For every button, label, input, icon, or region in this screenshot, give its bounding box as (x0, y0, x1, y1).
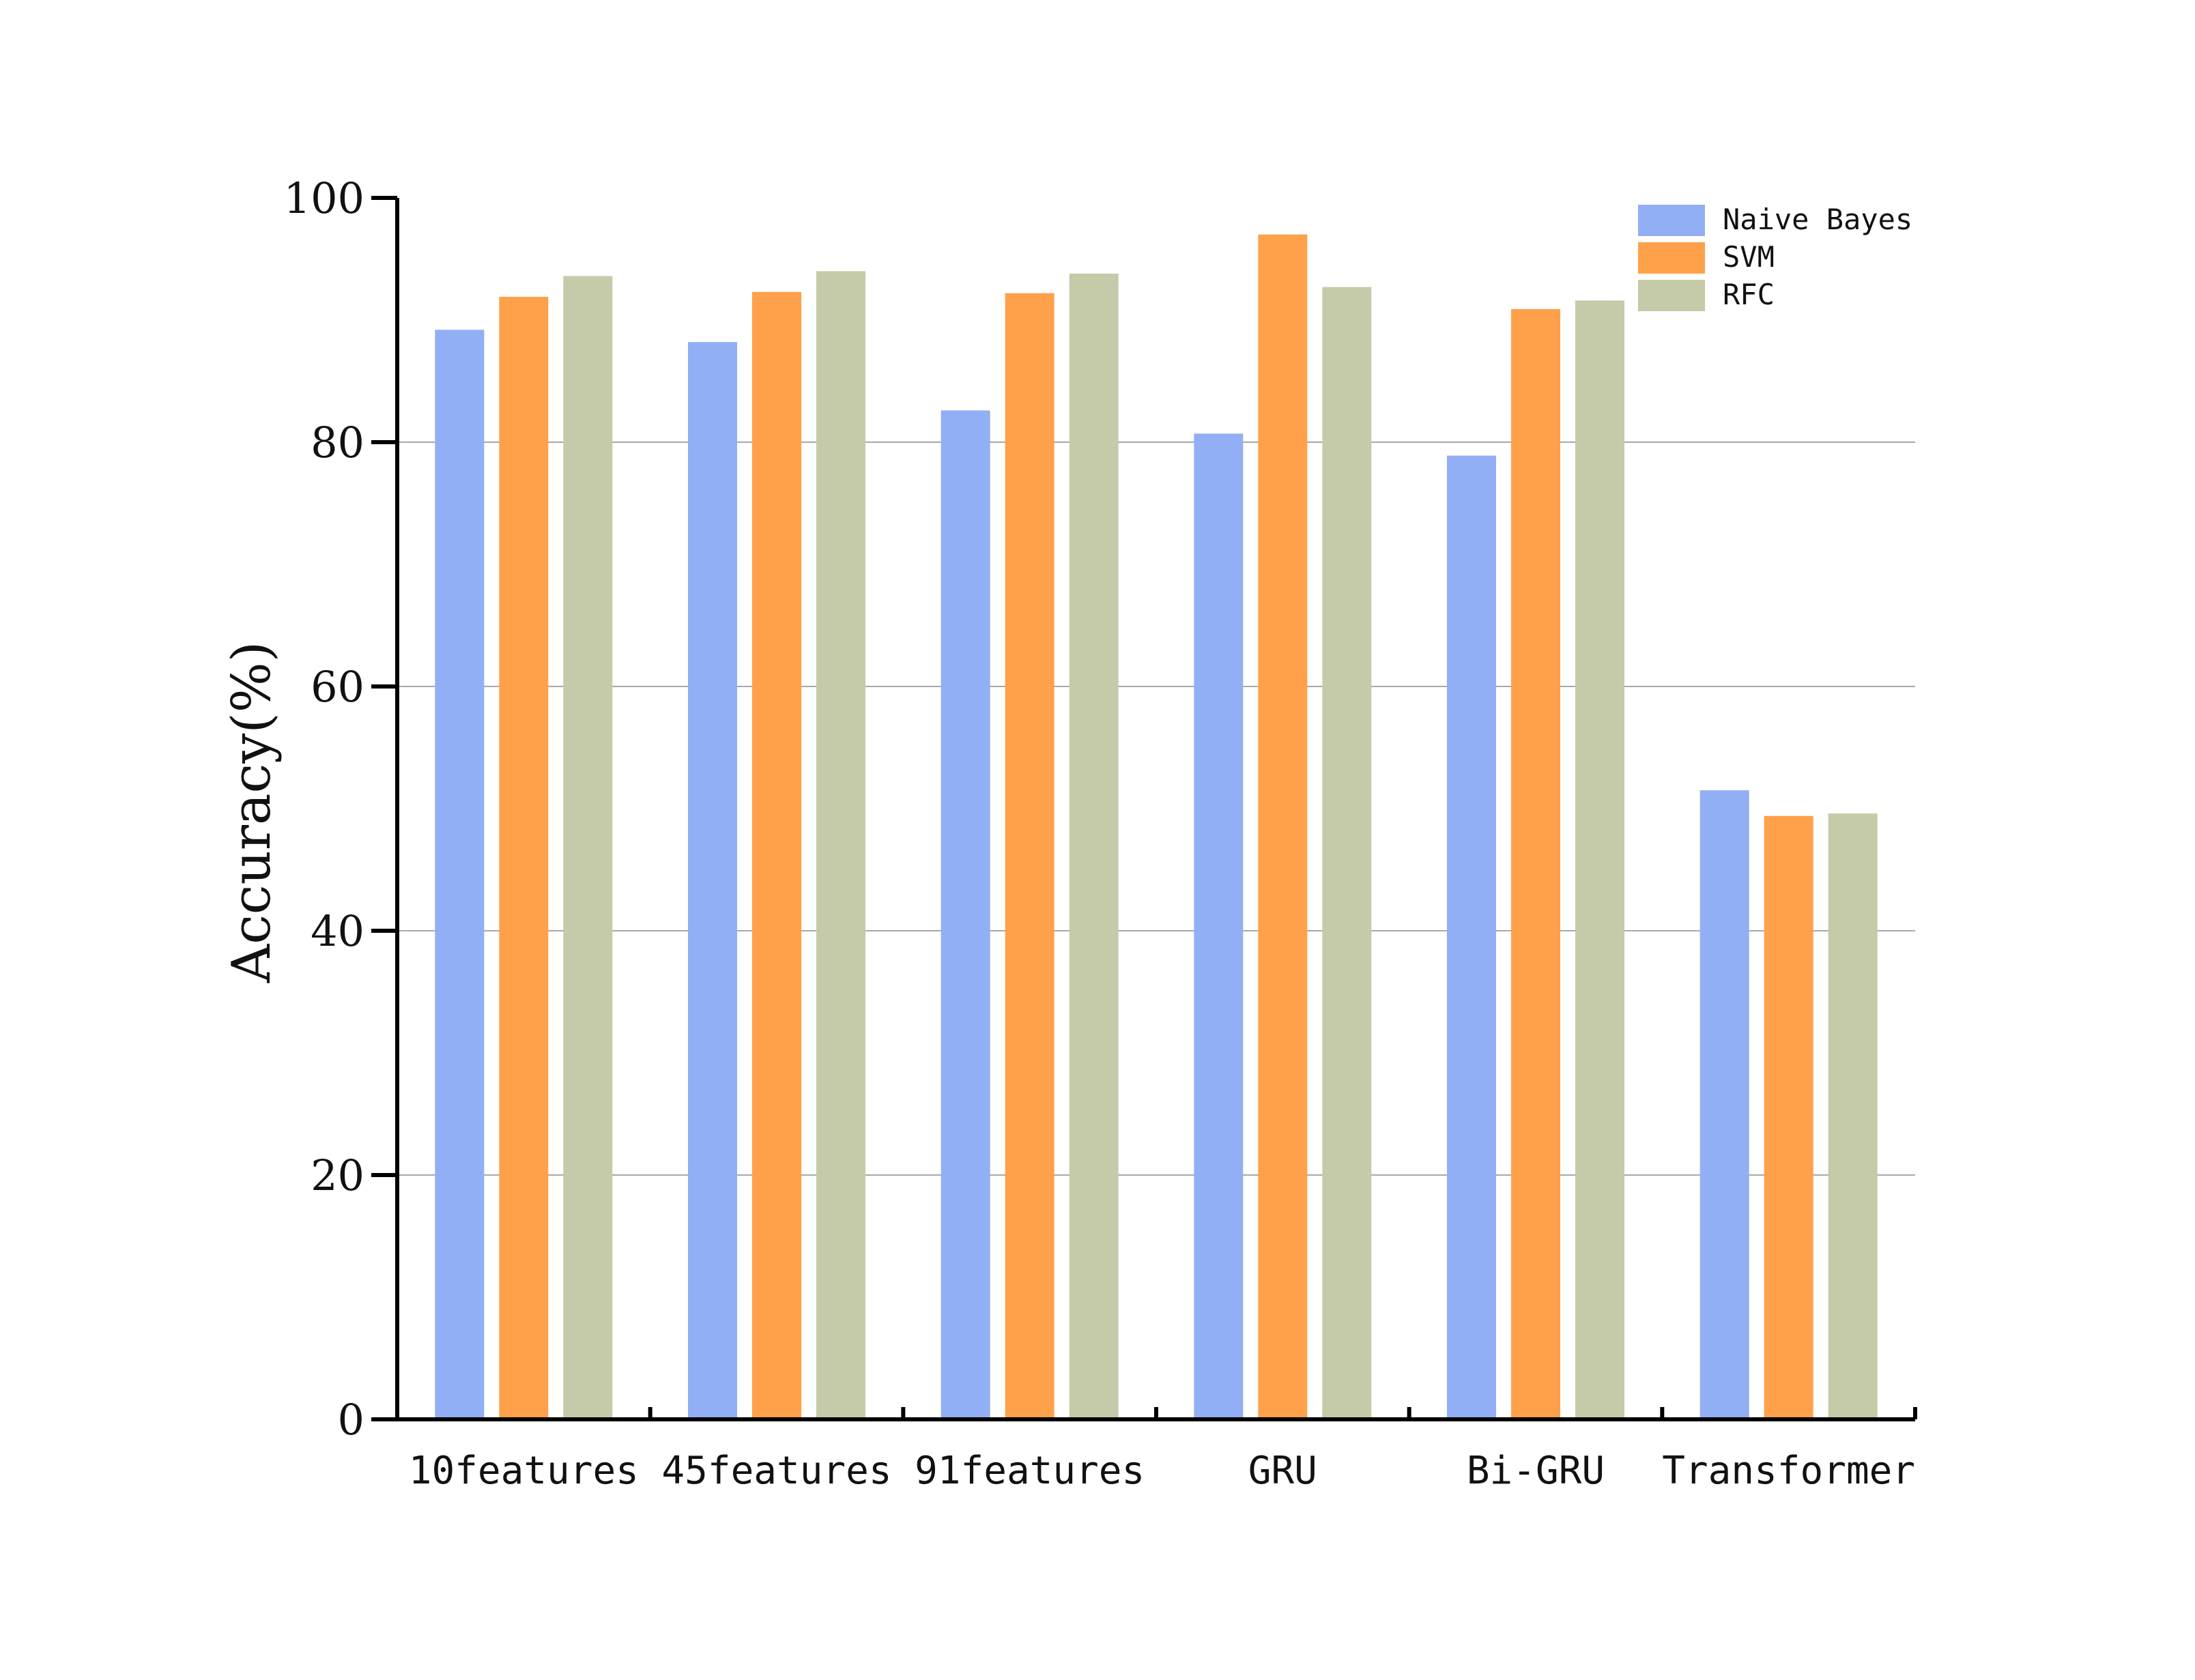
bar-naive-bayes-10features (435, 330, 485, 1419)
bar-svm-10features (499, 296, 549, 1419)
bar-naive-bayes-bi-gru (1447, 455, 1496, 1420)
bar-rfc-gru (1322, 287, 1372, 1419)
bar-svm-gru (1258, 234, 1308, 1420)
bar-rfc-transformer (1828, 813, 1878, 1419)
bar-svm-bi-gru (1511, 308, 1560, 1419)
bar-naive-bayes-91features (941, 410, 990, 1420)
bar-naive-bayes-gru (1194, 433, 1244, 1419)
y-tick-label-80: 80 (311, 418, 364, 467)
x-tick-label-gru: GRU (1248, 1449, 1317, 1493)
bar-rfc-10features (563, 276, 613, 1419)
y-tick-label-60: 60 (311, 662, 364, 712)
bar-svm-transformer (1764, 815, 1813, 1419)
x-tick-label-45features: 45features (661, 1449, 891, 1493)
y-tick-labels: 0 20 40 60 80 100 (284, 173, 364, 1445)
legend-label-rfc: RFC (1723, 278, 1775, 311)
axes (371, 196, 1917, 1421)
bar-naive-bayes-transformer (1699, 790, 1749, 1419)
gridlines (397, 441, 1915, 1176)
y-tick-label-0: 0 (338, 1395, 364, 1445)
y-axis-label: Accuracy(%) (221, 641, 283, 983)
x-tick-label-91features: 91features (915, 1449, 1145, 1493)
legend-swatch-rfc (1638, 280, 1705, 311)
bar-svm-45features (752, 291, 801, 1420)
legend-label-svm: SVM (1723, 240, 1775, 274)
x-tick-label-10features: 10features (409, 1449, 639, 1493)
x-tick-labels: 10features 45features 91features GRU Bi-GRU T… (409, 1449, 1915, 1493)
bar-rfc-45features (816, 271, 865, 1419)
bar-naive-bayes-45features (688, 342, 737, 1420)
bar-rfc-bi-gru (1575, 300, 1624, 1419)
y-tick-label-20: 20 (311, 1150, 364, 1200)
legend-label-naive-bayes: Naive Bayes (1723, 203, 1912, 236)
bar-rfc-91features (1069, 273, 1119, 1420)
legend-swatch-naive-bayes (1638, 205, 1705, 236)
bar-svm-91features (1005, 293, 1055, 1419)
bars (435, 234, 1878, 1420)
x-tick-label-bi-gru: Bi-GRU (1467, 1449, 1605, 1493)
y-tick-label-100: 100 (284, 173, 364, 223)
legend: Naive Bayes SVM RFC (1638, 203, 1912, 311)
legend-swatch-svm (1638, 242, 1705, 274)
x-tick-label-transformer: Transformer (1662, 1449, 1915, 1493)
y-tick-label-40: 40 (311, 906, 364, 956)
